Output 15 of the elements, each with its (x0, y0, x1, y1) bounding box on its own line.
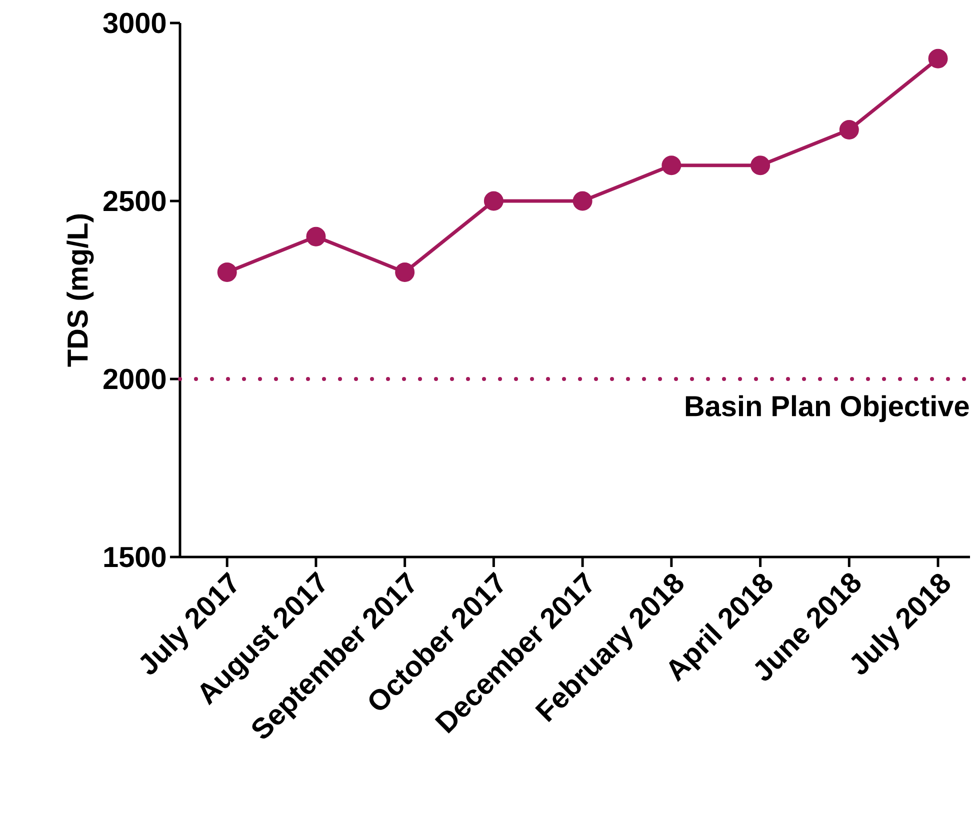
y-tick-label: 3000 (103, 12, 166, 34)
point (750, 156, 770, 176)
point (928, 48, 948, 68)
point (662, 156, 682, 176)
point (839, 120, 859, 140)
ref-line-label: Basin Plan Objective (686, 395, 969, 422)
y-tick-label: 1500 (104, 546, 166, 568)
y-tick-label: 2000 (104, 368, 166, 390)
point (217, 262, 237, 282)
point (306, 226, 326, 246)
point (572, 191, 592, 211)
point (484, 191, 504, 211)
y-axis-title: TDS (mg/L) (66, 214, 94, 367)
point (395, 262, 415, 282)
y-tick-label: 2500 (104, 190, 166, 212)
